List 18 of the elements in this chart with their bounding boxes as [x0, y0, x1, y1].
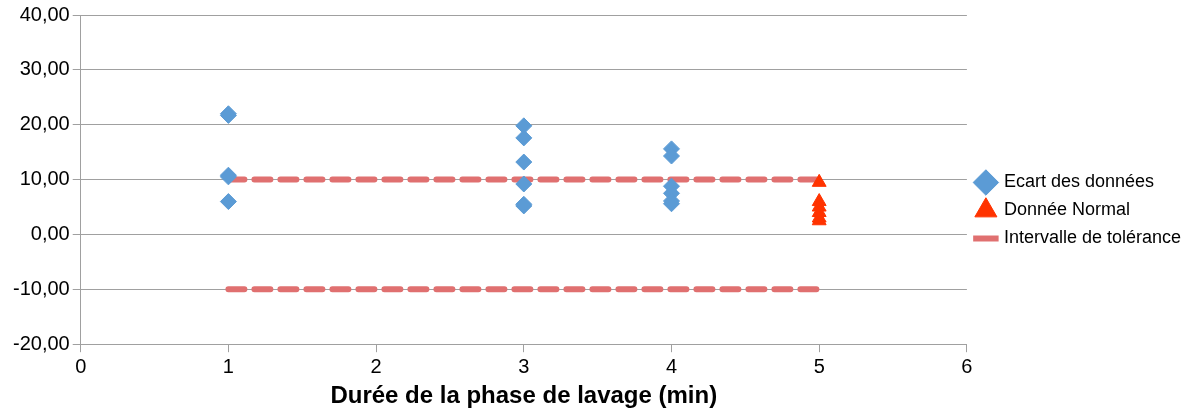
- x-tick-label: 6: [961, 354, 973, 377]
- legend-label: Ecart des données: [1003, 171, 1154, 192]
- y-tick-label: 10,00: [19, 167, 70, 190]
- y-tick-label: -10,00: [12, 276, 70, 299]
- legend-label: Intervalle de tolérance: [1003, 227, 1181, 248]
- y-tick-label: 20,00: [19, 112, 70, 135]
- x-tick-label: 3: [518, 354, 530, 377]
- y-tick-label: 40,00: [19, 2, 70, 25]
- x-tick-label: 0: [75, 354, 87, 377]
- y-tick-label: -20,00: [12, 331, 70, 354]
- legend-label: Donnée Normal: [1003, 199, 1130, 220]
- x-axis-title: Durée de la phase de lavage (min): [330, 381, 718, 409]
- x-tick-label: 1: [222, 354, 234, 377]
- x-tick-label: 4: [665, 354, 678, 377]
- y-tick-label: 30,00: [19, 57, 70, 80]
- y-tick-label: 0,00: [30, 221, 70, 244]
- x-tick-label: 5: [813, 354, 825, 377]
- x-tick-label: 2: [370, 354, 382, 377]
